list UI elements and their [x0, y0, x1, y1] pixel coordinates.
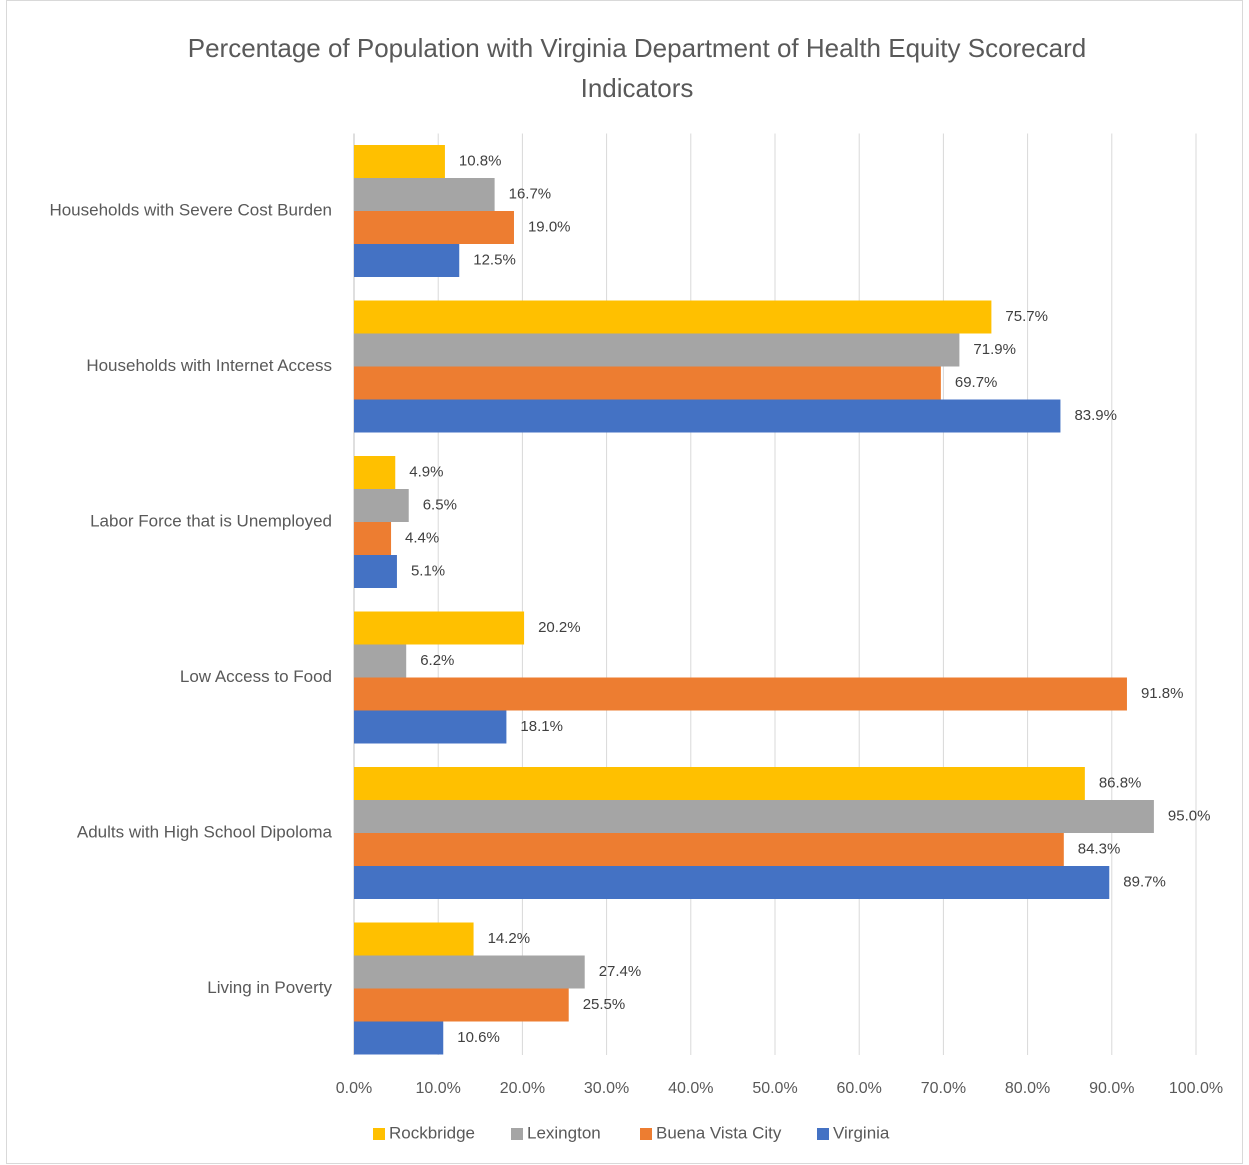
value-label: 6.2% — [420, 652, 454, 669]
value-label: 5.1% — [411, 562, 445, 579]
bar — [354, 456, 396, 489]
bar — [354, 178, 495, 211]
legend-label: Lexington — [527, 1123, 601, 1142]
value-label: 12.5% — [473, 251, 516, 268]
bar — [354, 244, 460, 277]
value-label: 10.6% — [457, 1029, 500, 1046]
y-tick-label: Low Access to Food — [180, 667, 332, 686]
value-label: 84.3% — [1078, 840, 1121, 857]
bar — [354, 211, 514, 244]
x-tick-label: 70.0% — [921, 1080, 966, 1097]
value-label: 75.7% — [1005, 308, 1048, 325]
legend-label: Virginia — [833, 1123, 890, 1142]
value-label: 14.2% — [488, 930, 531, 947]
bar — [354, 366, 941, 400]
chart-title: Percentage of Population with Virginia D… — [187, 33, 1087, 103]
legend-swatch — [817, 1128, 829, 1140]
bar — [354, 922, 474, 956]
value-label: 69.7% — [955, 374, 998, 391]
legend-label: Buena Vista City — [656, 1123, 782, 1142]
y-tick-label: Living in Poverty — [207, 978, 332, 997]
bar — [354, 522, 392, 555]
legend-swatch — [373, 1128, 385, 1140]
legend-swatch — [511, 1128, 523, 1140]
legend-label: Rockbridge — [389, 1123, 475, 1142]
x-tick-label: 50.0% — [752, 1080, 797, 1097]
y-tick-label: Households with Severe Cost Burden — [49, 200, 332, 219]
x-tick-label: 20.0% — [500, 1080, 545, 1097]
x-tick-label: 0.0% — [336, 1080, 372, 1097]
value-label: 91.8% — [1141, 685, 1184, 702]
value-label: 10.8% — [459, 152, 502, 169]
bar — [354, 710, 507, 744]
x-tick-label: 60.0% — [837, 1080, 882, 1097]
value-label: 71.9% — [973, 341, 1016, 358]
bar — [354, 800, 1154, 833]
value-label: 25.5% — [583, 996, 626, 1013]
chart-border — [6, 0, 1243, 1164]
y-tick-label: Adults with High School Dipoloma — [77, 822, 333, 841]
bar — [354, 145, 445, 178]
bar — [354, 399, 1061, 433]
value-label: 16.7% — [509, 185, 552, 202]
x-tick-label: 100.0% — [1169, 1080, 1223, 1097]
bar — [354, 988, 569, 1022]
x-tick-label: 30.0% — [584, 1080, 629, 1097]
bar — [354, 300, 992, 334]
x-tick-label: 90.0% — [1089, 1080, 1134, 1097]
y-tick-label: Labor Force that is Unemployed — [90, 511, 332, 530]
bar — [354, 333, 960, 367]
value-label: 18.1% — [520, 718, 563, 735]
x-tick-label: 40.0% — [668, 1080, 713, 1097]
value-label: 27.4% — [599, 963, 642, 980]
value-label: 4.9% — [409, 463, 443, 480]
bar — [354, 611, 525, 645]
value-label: 19.0% — [528, 218, 571, 235]
legend-swatch — [640, 1128, 652, 1140]
bar — [354, 1021, 444, 1055]
y-tick-label: Households with Internet Access — [86, 356, 332, 375]
bar — [354, 677, 1127, 711]
x-tick-label: 80.0% — [1005, 1080, 1050, 1097]
value-label: 4.4% — [405, 529, 439, 546]
bar — [354, 866, 1110, 899]
value-label: 6.5% — [423, 496, 457, 513]
value-label: 20.2% — [538, 619, 581, 636]
bar — [354, 833, 1064, 866]
bar — [354, 767, 1085, 800]
value-label: 89.7% — [1123, 873, 1166, 890]
bar — [354, 489, 409, 522]
value-label: 83.9% — [1074, 407, 1117, 424]
bar — [354, 955, 585, 989]
bar — [354, 644, 407, 678]
value-label: 95.0% — [1168, 807, 1211, 824]
value-label: 86.8% — [1099, 774, 1142, 791]
bar — [354, 555, 397, 588]
x-tick-label: 10.0% — [416, 1080, 461, 1097]
